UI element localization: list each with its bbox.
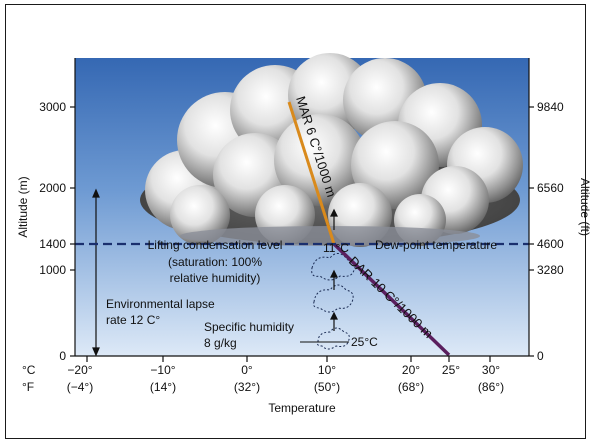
x-tick-c-0: 0° [241,363,253,377]
left-axis-label: Altitude (m) [16,176,30,237]
bottom-axis-ticks [86,356,491,362]
celsius-unit: °C [22,363,36,377]
right-tick-9840: 9840 [537,100,564,114]
lcl-label-line3: relative humidity) [170,271,261,285]
x-tick-f-86: (86°) [478,380,504,394]
x-tick-c-minus20: −20° [67,363,92,377]
x-tick-c-30: 30° [482,363,500,377]
x-axis-label: Temperature [268,401,336,415]
temp-11c-label: 11°C [323,241,349,255]
axes-frame [74,58,530,357]
right-tick-3280: 3280 [537,263,564,277]
right-tick-6560: 6560 [537,181,564,195]
x-tick-f-50: (50°) [314,380,340,394]
env-lapse-label-line1: Environmental lapse [106,297,215,311]
left-tick-3000: 3000 [39,100,66,114]
lcl-label-line1: Lifting condensation level [148,238,283,252]
x-tick-f-32: (32°) [234,380,260,394]
left-tick-0: 0 [59,349,66,363]
right-tick-0: 0 [537,349,544,363]
env-lapse-label-line2: rate 12 C° [106,313,160,327]
right-axis-ticks [529,106,534,357]
temp-25c-label: 25°C [351,335,378,349]
lcl-label-line2: (saturation: 100% [168,255,262,269]
parcel-arrows [330,208,338,331]
x-tick-f-14: (14°) [150,380,176,394]
dew-point-label: Dew-point temperature [375,238,497,252]
x-tick-c-minus10: −10° [150,363,175,377]
specific-humidity-label-line2: 8 g/kg [204,336,237,350]
x-tick-c-10: 10° [318,363,336,377]
rising-air-parcels [311,253,356,350]
left-tick-1400: 1400 [39,237,66,251]
right-tick-4600: 4600 [537,237,564,251]
x-tick-c-20: 20° [402,363,420,377]
environmental-lapse-arrow [92,188,100,357]
left-tick-1000: 1000 [39,263,66,277]
left-axis-ticks [70,106,75,357]
x-tick-f-minus4: (−4°) [67,380,93,394]
x-tick-f-68: (68°) [398,380,424,394]
mar-line [287,101,336,245]
left-tick-2000: 2000 [39,181,66,195]
x-tick-c-25: 25° [442,363,460,377]
right-axis-label: Altitude (ft) [578,178,592,236]
dar-line [332,242,451,357]
specific-humidity-label-line1: Specific humidity [204,320,294,334]
fahrenheit-unit: °F [22,380,34,394]
